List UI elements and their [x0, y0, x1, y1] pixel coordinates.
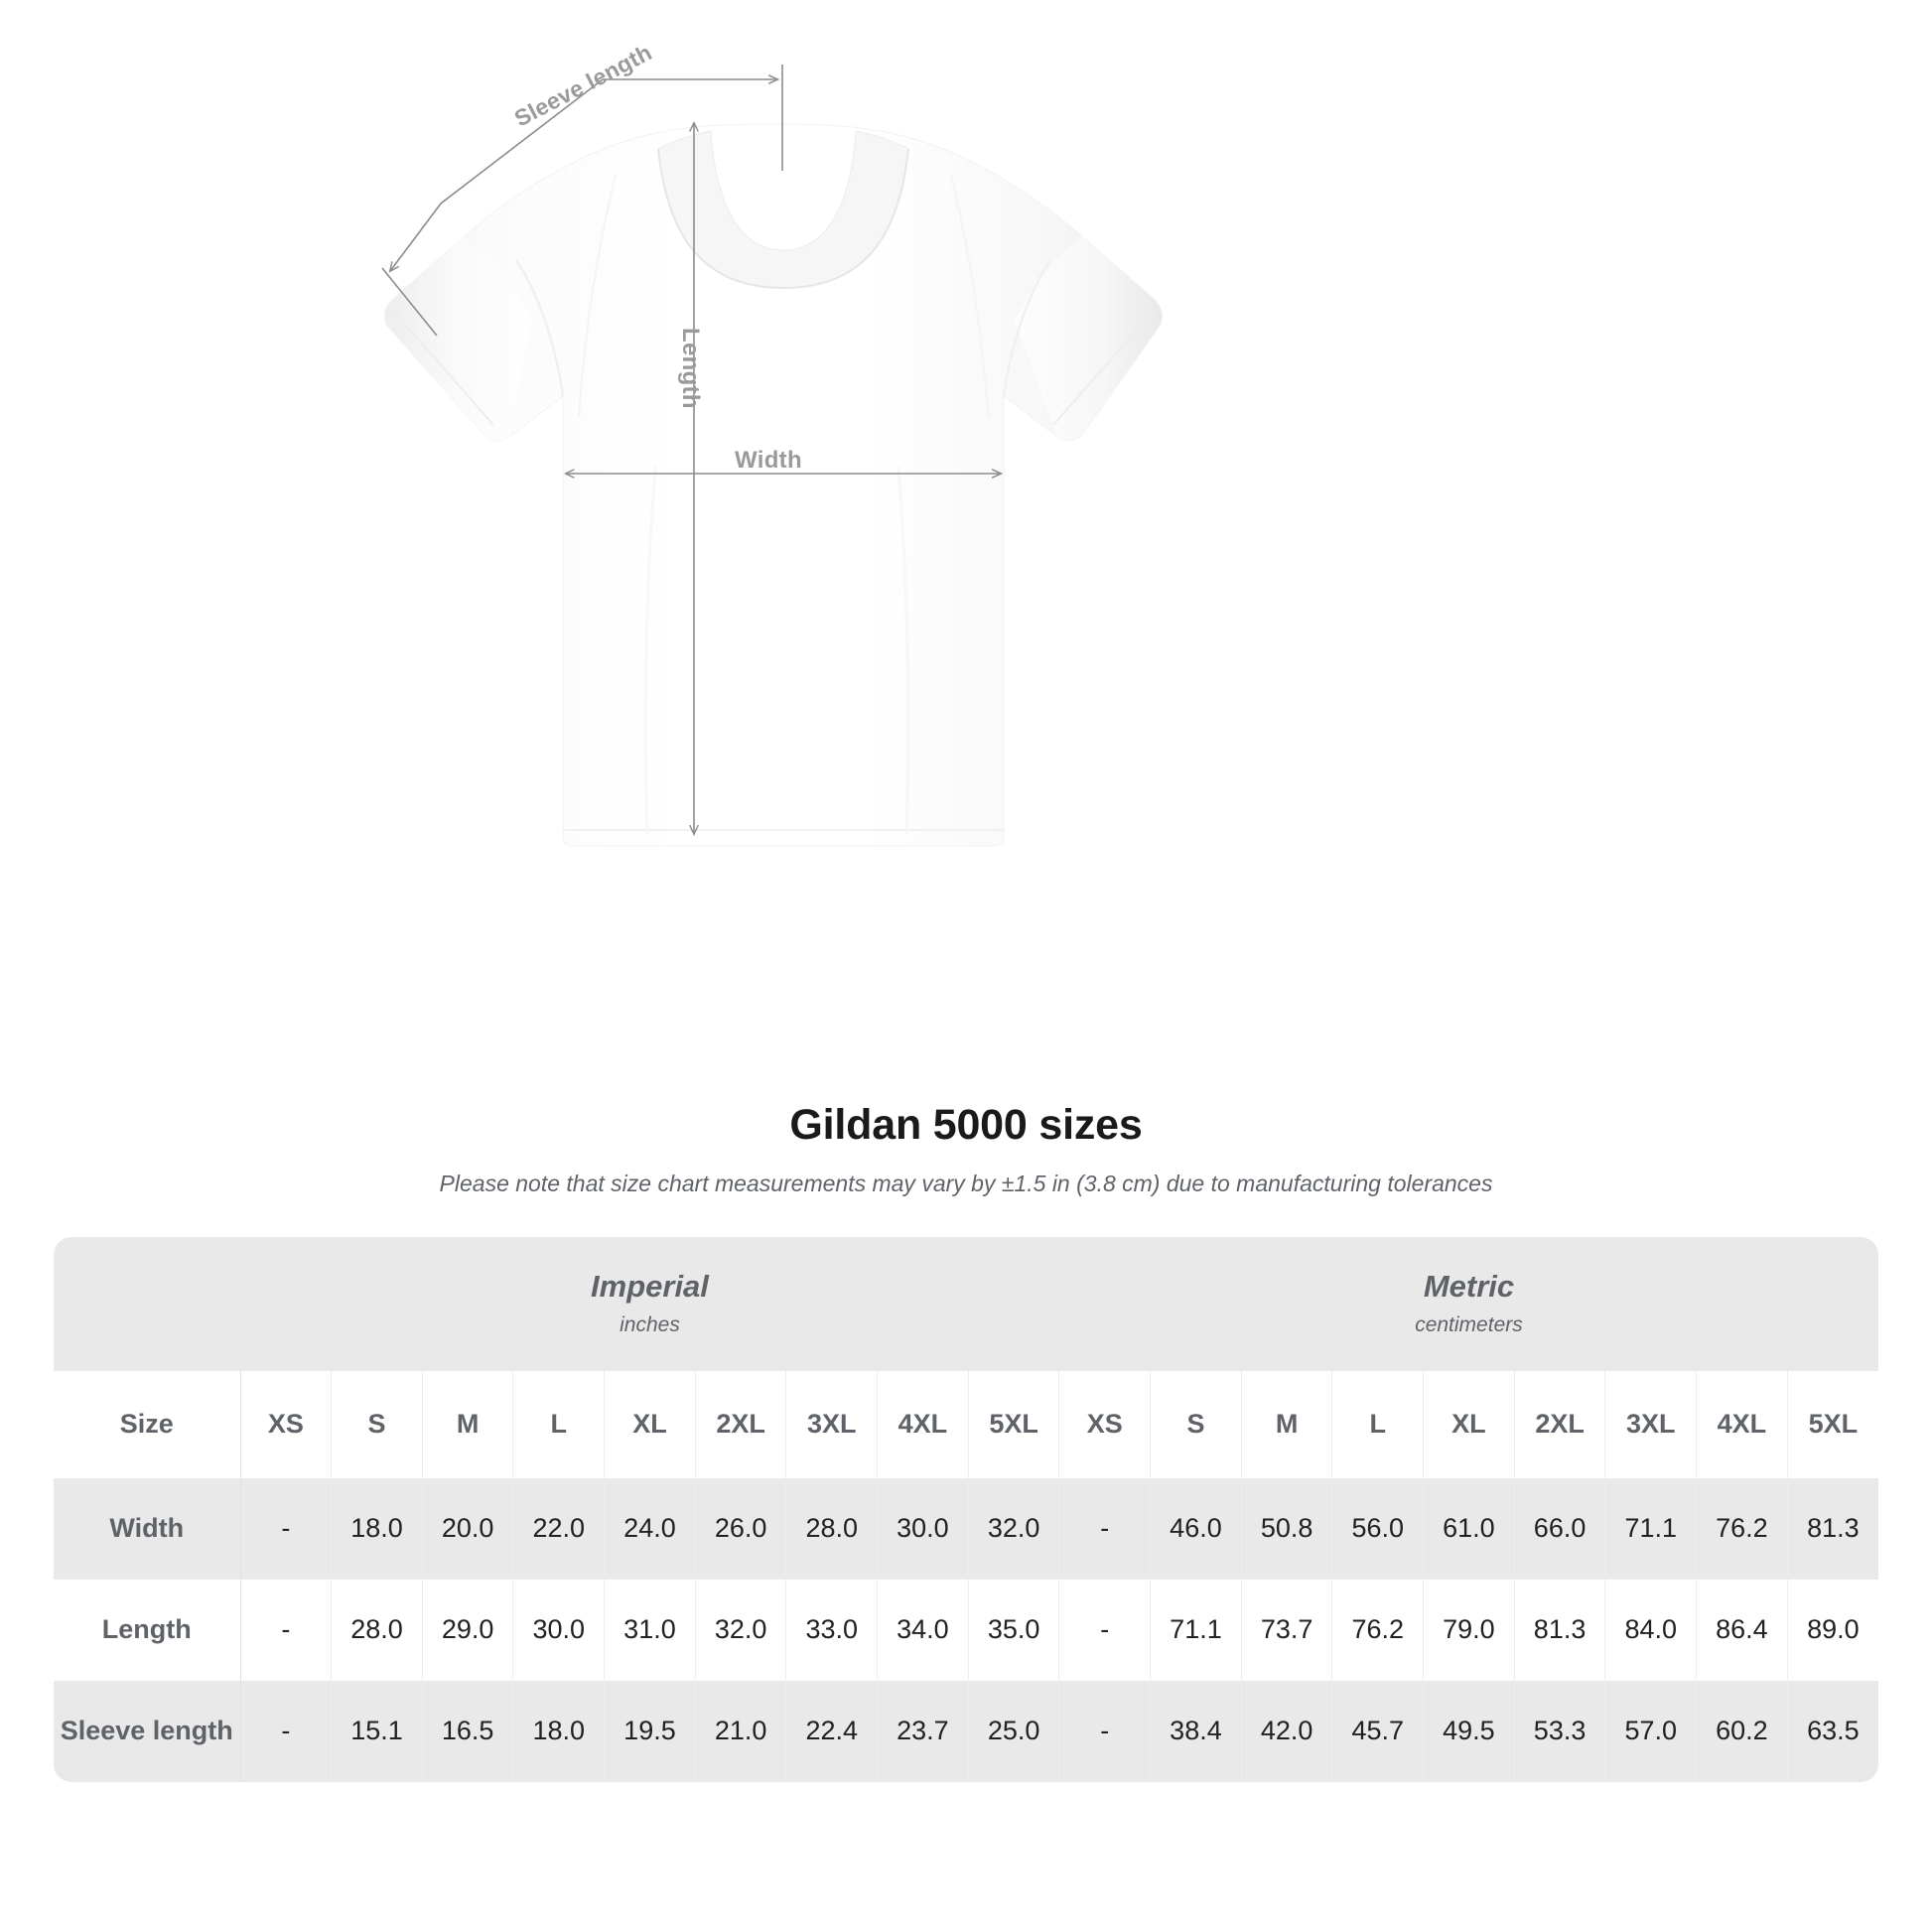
- cell-length-metric-4xl: 86.4: [1696, 1579, 1788, 1681]
- size-header-imperial-3xl: 3XL: [785, 1370, 879, 1478]
- cell-width-imperial-s: 18.0: [331, 1477, 423, 1580]
- size-header-metric-s: S: [1150, 1370, 1242, 1478]
- size-header-imperial-xs: XS: [240, 1370, 333, 1478]
- cell-sleeve-imperial-s: 15.1: [331, 1680, 423, 1782]
- cell-width-metric-xl: 61.0: [1423, 1477, 1515, 1580]
- size-header-label: Size: [54, 1370, 241, 1478]
- cell-length-metric-m: 73.7: [1241, 1579, 1333, 1681]
- cell-sleeve-imperial-m: 16.5: [422, 1680, 514, 1782]
- cell-sleeve-metric-s: 38.4: [1150, 1680, 1242, 1782]
- cell-width-imperial-xs: -: [240, 1477, 333, 1580]
- cell-sleeve-imperial-2xl: 21.0: [695, 1680, 787, 1782]
- cell-width-metric-l: 56.0: [1331, 1477, 1425, 1580]
- cell-width-imperial-xl: 24.0: [604, 1477, 696, 1580]
- cell-width-metric-xs: -: [1058, 1477, 1152, 1580]
- cell-sleeve-metric-4xl: 60.2: [1696, 1680, 1788, 1782]
- cell-width-imperial-4xl: 30.0: [877, 1477, 969, 1580]
- unit-group-imperial-name: Imperial: [591, 1269, 709, 1305]
- size-header-imperial-5xl: 5XL: [968, 1370, 1060, 1478]
- chart-heading: Gildan 5000 sizes Please note that size …: [0, 1101, 1932, 1198]
- table-row: Length - 28.0 29.0 30.0 31.0 32.0 33.0 3…: [54, 1579, 1878, 1681]
- size-header-metric-4xl: 4XL: [1696, 1370, 1788, 1478]
- cell-length-imperial-4xl: 34.0: [877, 1579, 969, 1681]
- unit-group-metric-sub: centimeters: [1415, 1313, 1523, 1337]
- cell-width-imperial-m: 20.0: [422, 1477, 514, 1580]
- tshirt-shape: [384, 123, 1163, 847]
- unit-group-metric: Metric centimeters: [1058, 1236, 1878, 1371]
- size-header-row: Size XS S M L XL 2XL 3XL 4XL 5XL XS S M …: [54, 1370, 1878, 1478]
- size-header-metric-xl: XL: [1423, 1370, 1515, 1478]
- row-label-sleeve-length: Sleeve length: [54, 1680, 241, 1782]
- unit-group-imperial-sub: inches: [620, 1313, 680, 1337]
- cell-length-imperial-s: 28.0: [331, 1579, 423, 1681]
- width-annotation-label: Width: [735, 447, 802, 474]
- cell-width-imperial-3xl: 28.0: [785, 1477, 879, 1580]
- tshirt-illustration: Sleeve length Length Width: [381, 39, 1163, 847]
- table-row: Width - 18.0 20.0 22.0 24.0 26.0 28.0 30…: [54, 1477, 1878, 1580]
- size-chart-table: Imperial inches Metric centimeters Size …: [54, 1236, 1878, 1782]
- row-label-width: Width: [54, 1477, 241, 1580]
- size-header-metric-5xl: 5XL: [1787, 1370, 1878, 1478]
- cell-length-metric-3xl: 84.0: [1604, 1579, 1698, 1681]
- page-title: Gildan 5000 sizes: [789, 1101, 1143, 1149]
- cell-sleeve-metric-m: 42.0: [1241, 1680, 1333, 1782]
- cell-length-imperial-2xl: 32.0: [695, 1579, 787, 1681]
- unit-group-row: Imperial inches Metric centimeters: [54, 1236, 1878, 1371]
- cell-width-imperial-2xl: 26.0: [695, 1477, 787, 1580]
- cell-width-metric-4xl: 76.2: [1696, 1477, 1788, 1580]
- cell-sleeve-imperial-4xl: 23.7: [877, 1680, 969, 1782]
- cell-sleeve-imperial-xl: 19.5: [604, 1680, 696, 1782]
- cell-length-imperial-l: 30.0: [512, 1579, 606, 1681]
- size-header-metric-m: M: [1241, 1370, 1333, 1478]
- cell-width-imperial-5xl: 32.0: [968, 1477, 1060, 1580]
- cell-sleeve-imperial-xs: -: [240, 1680, 333, 1782]
- cell-sleeve-imperial-l: 18.0: [512, 1680, 606, 1782]
- size-header-imperial-m: M: [422, 1370, 514, 1478]
- cell-width-metric-3xl: 71.1: [1604, 1477, 1698, 1580]
- size-header-imperial-s: S: [331, 1370, 423, 1478]
- unit-group-metric-name: Metric: [1423, 1269, 1515, 1305]
- cell-length-imperial-5xl: 35.0: [968, 1579, 1060, 1681]
- cell-sleeve-metric-3xl: 57.0: [1604, 1680, 1698, 1782]
- row-label-length: Length: [54, 1579, 241, 1681]
- cell-width-metric-5xl: 81.3: [1787, 1477, 1878, 1580]
- size-header-metric-l: L: [1331, 1370, 1425, 1478]
- size-header-imperial-xl: XL: [604, 1370, 696, 1478]
- cell-width-metric-2xl: 66.0: [1514, 1477, 1606, 1580]
- cell-length-imperial-xs: -: [240, 1579, 333, 1681]
- tshirt-diagram-svg: [381, 65, 1163, 847]
- cell-length-metric-5xl: 89.0: [1787, 1579, 1878, 1681]
- measurement-guides: [381, 65, 1001, 834]
- cell-sleeve-metric-5xl: 63.5: [1787, 1680, 1878, 1782]
- tolerance-note: Please note that size chart measurements…: [439, 1171, 1493, 1197]
- cell-length-metric-2xl: 81.3: [1514, 1579, 1606, 1681]
- cell-length-metric-s: 71.1: [1150, 1579, 1242, 1681]
- cell-length-imperial-xl: 31.0: [604, 1579, 696, 1681]
- size-header-imperial-4xl: 4XL: [877, 1370, 969, 1478]
- cell-sleeve-metric-xs: -: [1058, 1680, 1152, 1782]
- cell-sleeve-imperial-5xl: 25.0: [968, 1680, 1060, 1782]
- cell-sleeve-metric-2xl: 53.3: [1514, 1680, 1606, 1782]
- cell-sleeve-imperial-3xl: 22.4: [785, 1680, 879, 1782]
- cell-width-imperial-l: 22.0: [512, 1477, 606, 1580]
- size-chart-table-wrapper: Imperial inches Metric centimeters Size …: [54, 1236, 1878, 1782]
- size-header-metric-xs: XS: [1058, 1370, 1152, 1478]
- size-header-imperial-2xl: 2XL: [695, 1370, 787, 1478]
- cell-length-imperial-3xl: 33.0: [785, 1579, 879, 1681]
- cell-length-metric-l: 76.2: [1331, 1579, 1425, 1681]
- cell-length-metric-xl: 79.0: [1423, 1579, 1515, 1681]
- cell-width-metric-s: 46.0: [1150, 1477, 1242, 1580]
- cell-width-metric-m: 50.8: [1241, 1477, 1333, 1580]
- table-row: Sleeve length - 15.1 16.5 18.0 19.5 21.0…: [54, 1680, 1878, 1782]
- size-header-imperial-l: L: [512, 1370, 606, 1478]
- cell-length-imperial-m: 29.0: [422, 1579, 514, 1681]
- size-header-metric-2xl: 2XL: [1514, 1370, 1606, 1478]
- cell-length-metric-xs: -: [1058, 1579, 1152, 1681]
- size-header-metric-3xl: 3XL: [1604, 1370, 1698, 1478]
- unit-spacer-cell: [54, 1236, 240, 1371]
- length-annotation-label: Length: [677, 328, 704, 409]
- cell-sleeve-metric-xl: 49.5: [1423, 1680, 1515, 1782]
- unit-group-imperial: Imperial inches: [240, 1236, 1059, 1371]
- cell-sleeve-metric-l: 45.7: [1331, 1680, 1425, 1782]
